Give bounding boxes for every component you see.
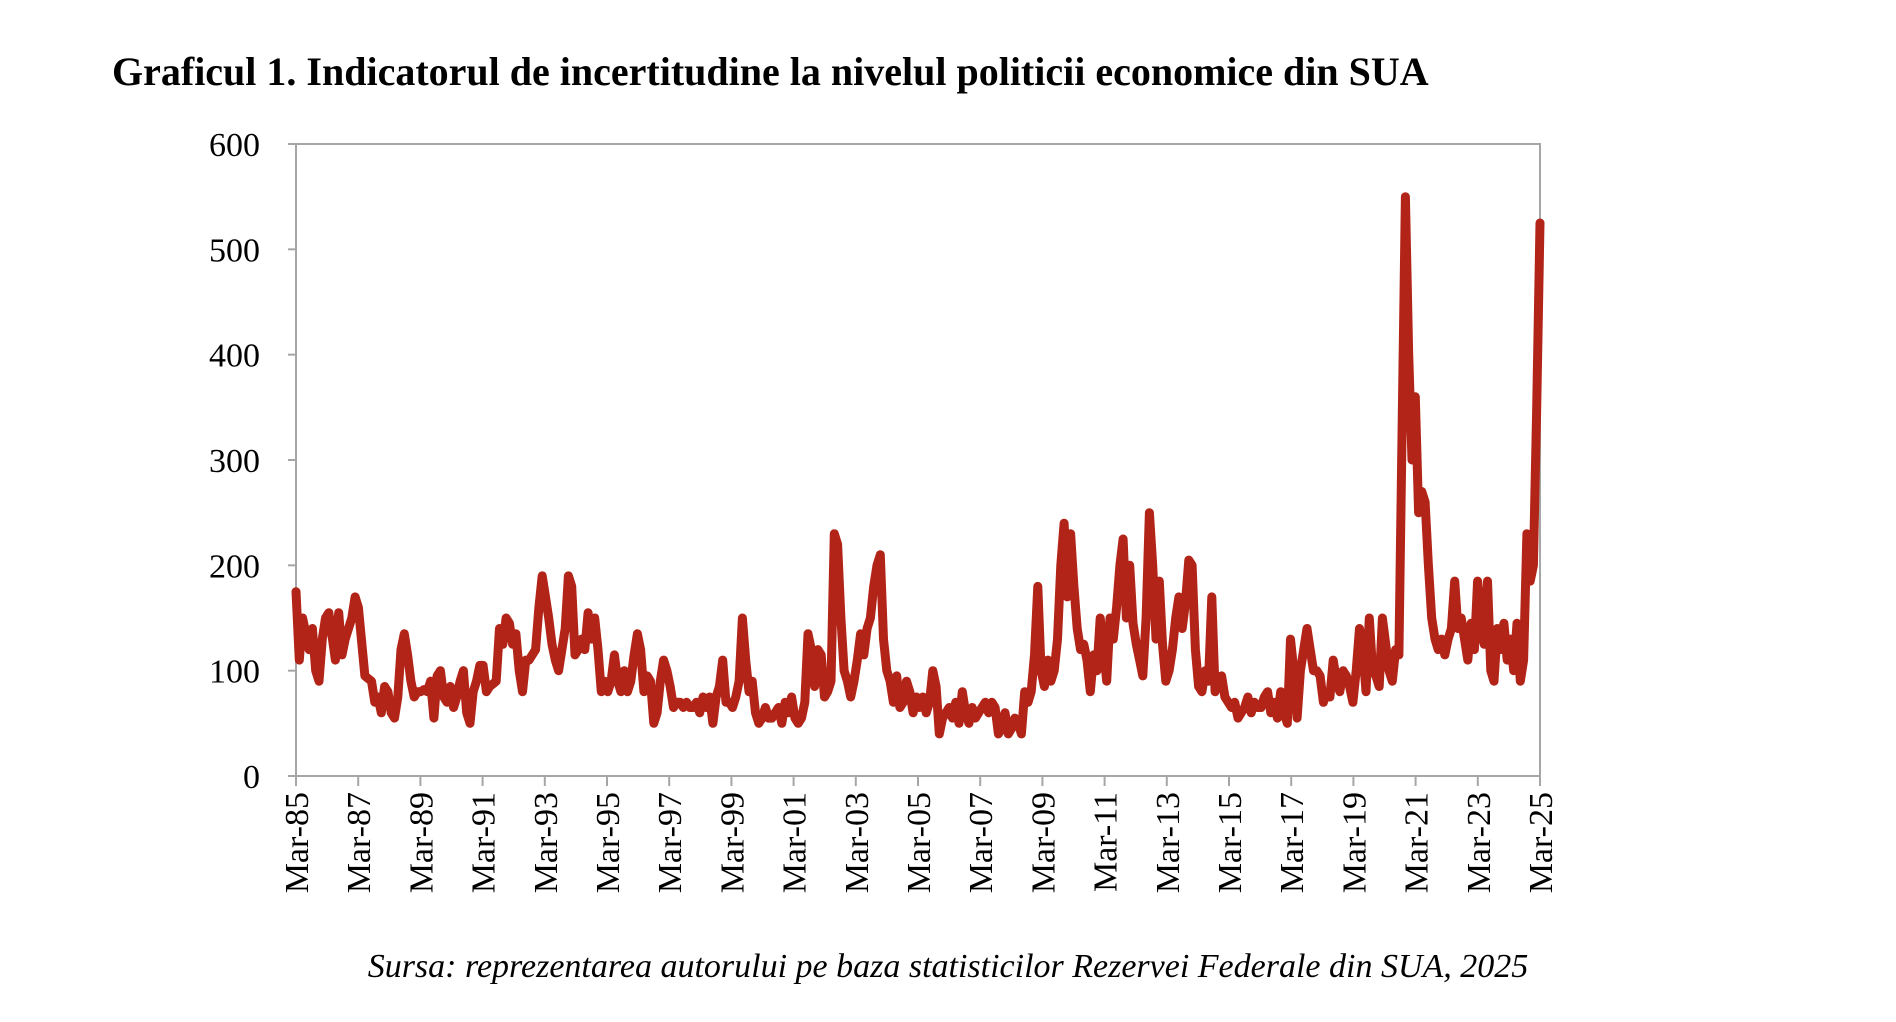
x-tick-label: Mar-09 xyxy=(1025,792,1062,893)
y-tick-label: 400 xyxy=(209,338,260,375)
x-tick-label: Mar-07 xyxy=(963,792,1000,893)
x-axis: Mar-85 Mar-87 Mar-89 Mar-91 Mar-93 Mar-95 Mar-… xyxy=(279,776,1560,893)
series-line xyxy=(291,192,1545,739)
y-tick-label: 200 xyxy=(209,548,260,585)
y-tick-label: 0 xyxy=(243,759,260,796)
source-note: Sursa: reprezentarea autorului pe baza s… xyxy=(367,948,1529,985)
x-tick-label: Mar-25 xyxy=(1523,792,1560,893)
y-tick-label: 300 xyxy=(209,443,260,480)
x-tick-label: Mar-15 xyxy=(1212,792,1249,893)
x-tick-label: Mar-11 xyxy=(1088,792,1125,892)
x-tick-label: Mar-13 xyxy=(1150,792,1187,893)
y-axis: 0 100 200 300 400 500 600 xyxy=(209,127,296,796)
y-tick-label: 500 xyxy=(209,232,260,269)
x-tick-label: Mar-95 xyxy=(590,792,627,893)
x-tick-label: Mar-19 xyxy=(1336,792,1373,893)
x-tick-label: Mar-05 xyxy=(901,792,938,893)
y-tick-label: 600 xyxy=(209,127,260,164)
x-tick-label: Mar-87 xyxy=(341,792,378,893)
x-tick-label: Mar-03 xyxy=(839,792,876,893)
x-tick-label: Mar-17 xyxy=(1274,792,1311,893)
x-tick-label: Mar-23 xyxy=(1461,792,1498,893)
x-tick-label: Mar-97 xyxy=(652,792,689,893)
x-tick-label: Mar-21 xyxy=(1399,792,1436,893)
x-tick-label: Mar-85 xyxy=(279,792,316,893)
x-tick-label: Mar-93 xyxy=(528,792,565,893)
y-tick-label: 100 xyxy=(209,654,260,691)
x-tick-label: Mar-99 xyxy=(714,792,751,893)
x-tick-label: Mar-91 xyxy=(466,792,503,893)
x-tick-label: Mar-01 xyxy=(777,792,814,893)
x-tick-label: Mar-89 xyxy=(403,792,440,893)
chart-title: Graficul 1. Indicatorul de incertitudine… xyxy=(112,49,1429,94)
